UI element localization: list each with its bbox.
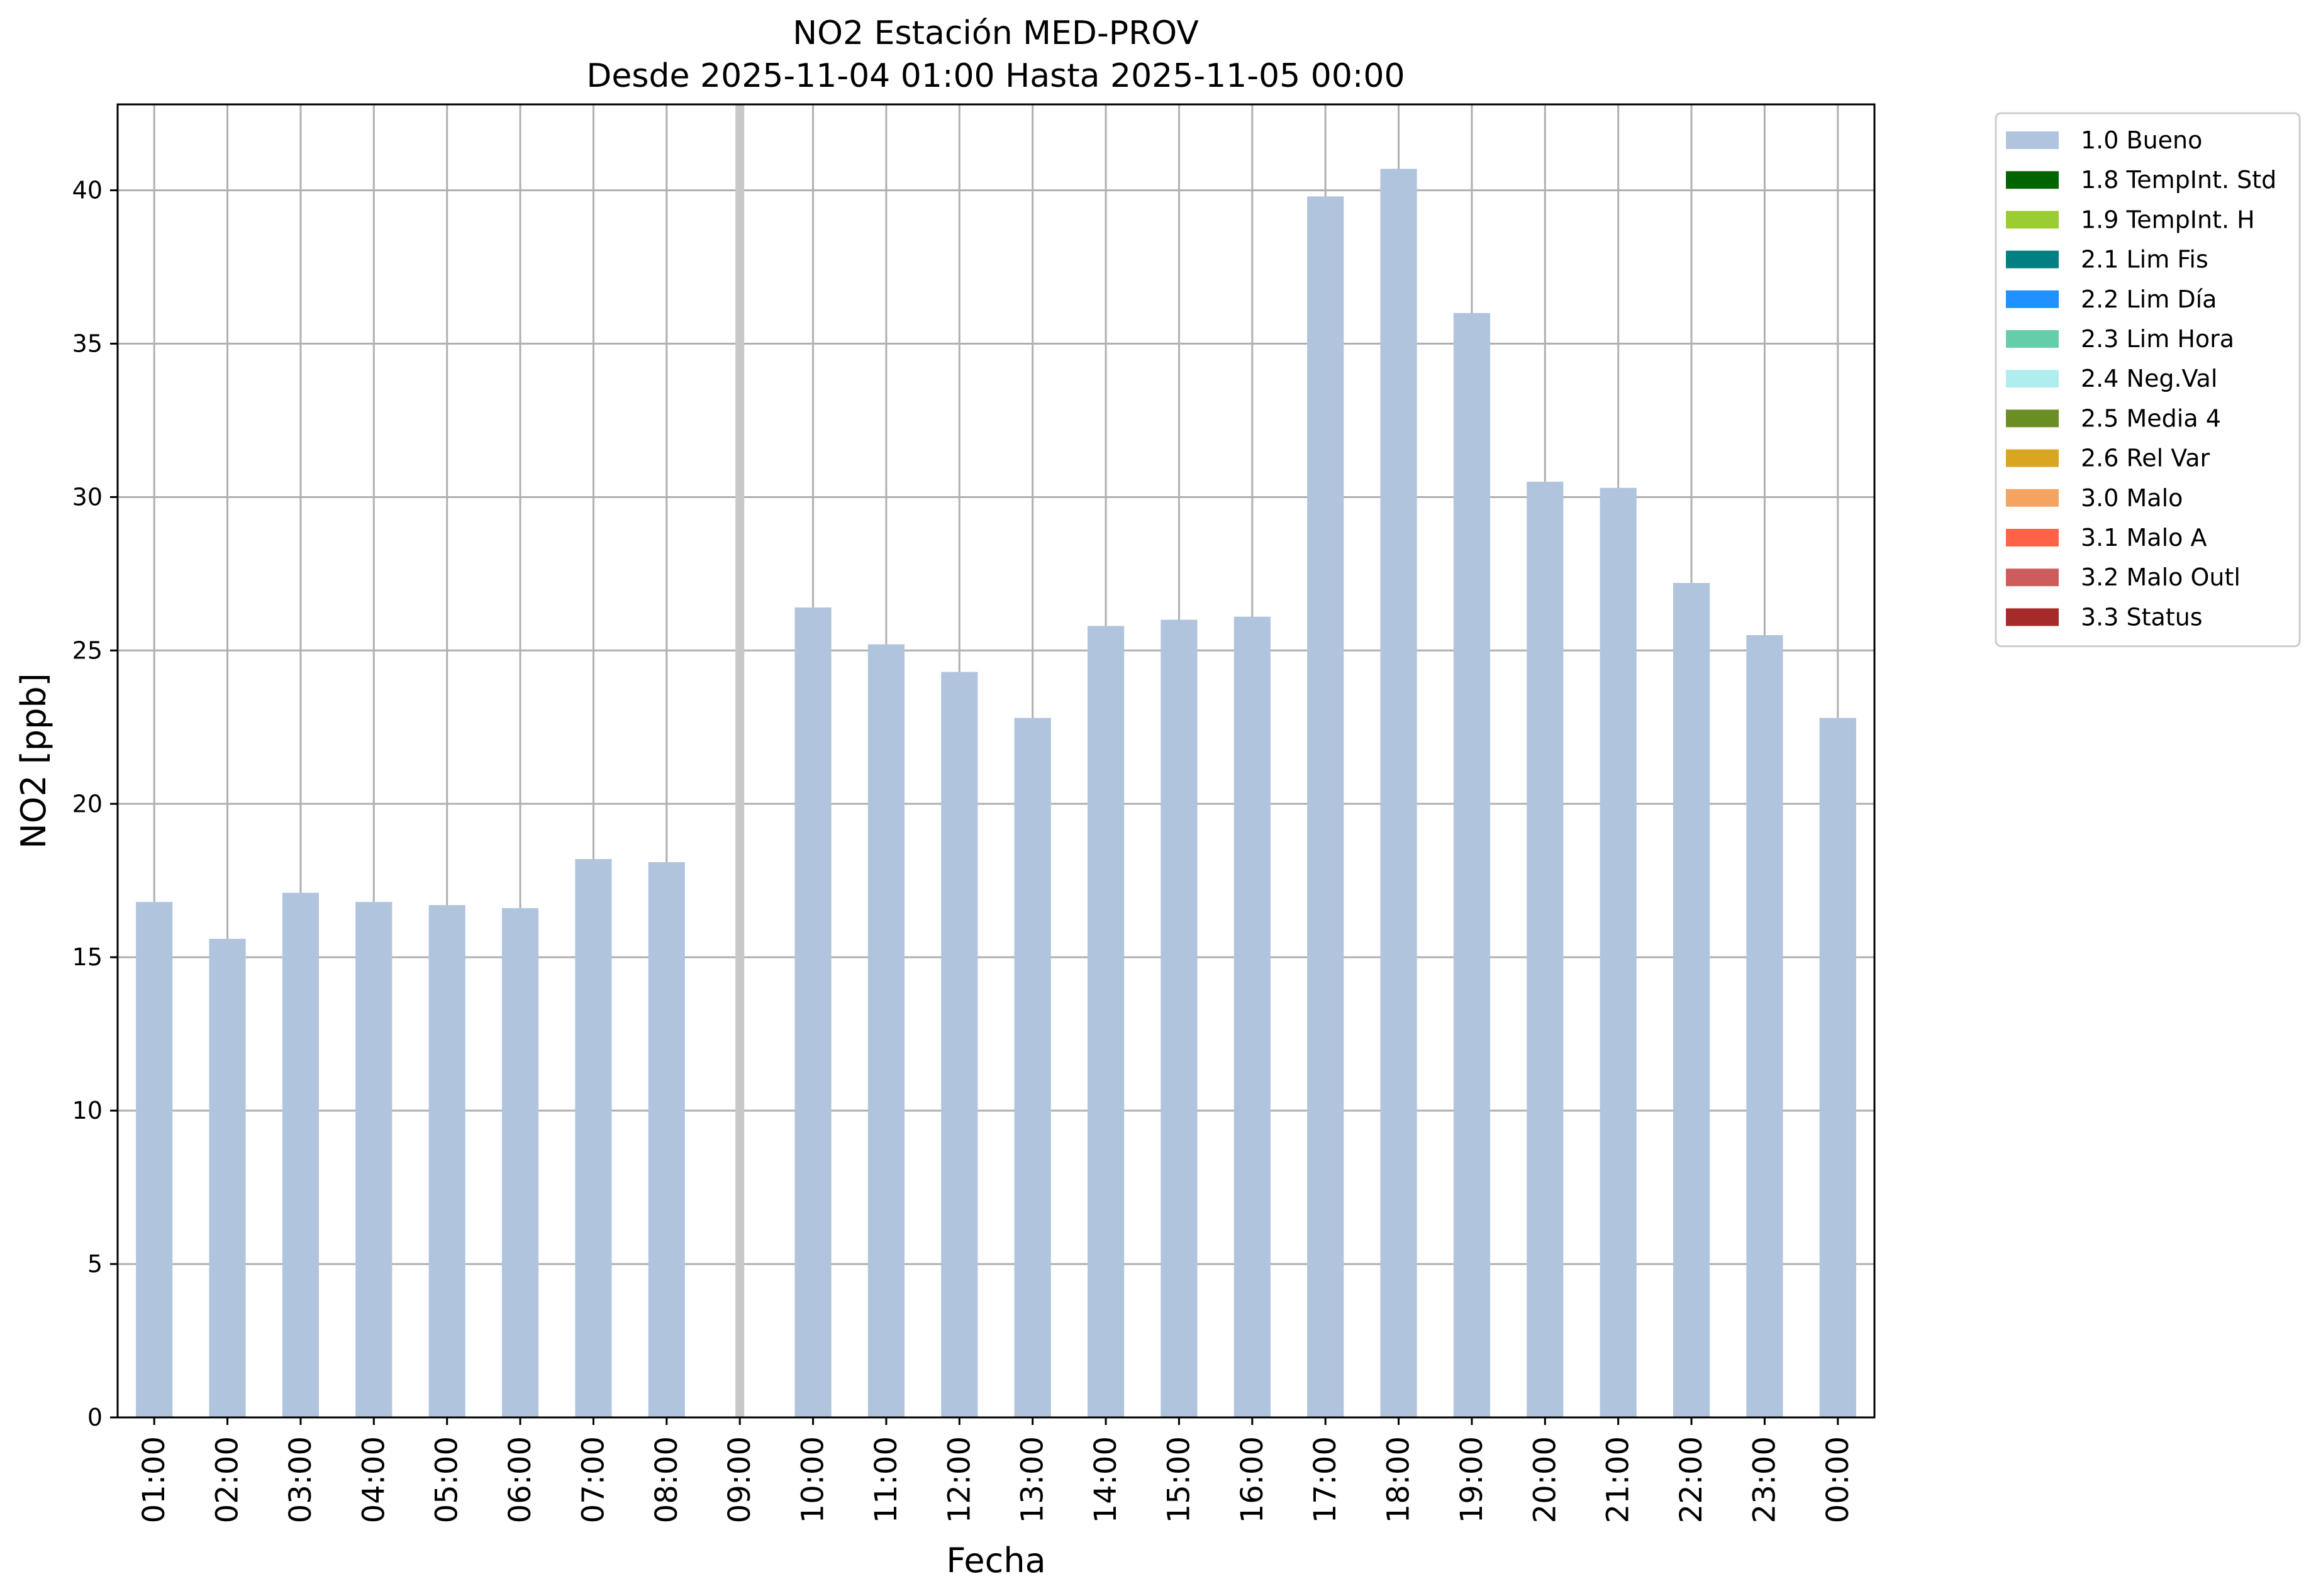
x-axis: 01:00 02:00 03:00 04:00 05:00 06:00 07:00 08:00… xyxy=(136,1417,1856,1523)
x-tick-label: 05:00 xyxy=(430,1436,465,1523)
bar xyxy=(1233,616,1271,1418)
x-tick-label: 06:00 xyxy=(503,1436,538,1523)
legend: 1.0 Bueno 1.8 TempInt. Std 1.9 TempInt. H 2… xyxy=(1995,112,2301,648)
legend-label: 2.4 Neg.Val xyxy=(2081,365,2217,392)
x-tick-label: 20:00 xyxy=(1527,1436,1562,1523)
bar xyxy=(867,644,905,1417)
bar xyxy=(1453,313,1491,1418)
legend-swatch xyxy=(2006,489,2059,507)
legend-swatch xyxy=(2006,250,2059,269)
legend-label: 3.1 Malo A xyxy=(2081,524,2207,551)
y-tick-label: 10 xyxy=(72,1097,103,1124)
legend-swatch xyxy=(2006,131,2059,149)
y-tick-label: 5 xyxy=(87,1250,103,1278)
x-tick-label: 16:00 xyxy=(1235,1436,1270,1523)
legend-swatch xyxy=(2006,370,2059,388)
legend-swatch xyxy=(2006,608,2059,626)
x-tick-label: 19:00 xyxy=(1454,1436,1489,1523)
chart-subtitle: Desde 2025-11-04 01:00 Hasta 2025-11-05 … xyxy=(586,57,1405,95)
chart-title: NO2 Estación MED-PROV xyxy=(793,14,1199,52)
x-tick-label: 08:00 xyxy=(649,1436,684,1523)
x-tick-label: 04:00 xyxy=(356,1436,391,1523)
x-tick-label: 09:00 xyxy=(722,1436,757,1523)
bar xyxy=(282,892,320,1417)
y-tick-label: 30 xyxy=(72,483,103,511)
x-tick-label: 18:00 xyxy=(1381,1436,1417,1523)
bar xyxy=(648,862,685,1417)
plot-frame xyxy=(116,103,1876,1419)
bar xyxy=(136,902,173,1417)
legend-label: 2.5 Media 4 xyxy=(2081,404,2221,432)
legend-swatch xyxy=(2006,568,2059,587)
bar xyxy=(1307,196,1344,1418)
x-tick-label: 01:00 xyxy=(136,1436,172,1523)
legend-swatch xyxy=(2006,290,2059,308)
legend-label: 1.9 TempInt. H xyxy=(2081,206,2255,233)
bar xyxy=(1087,626,1125,1418)
y-tick-label: 20 xyxy=(72,790,103,817)
bar xyxy=(355,902,392,1417)
legend-label: 3.3 Status xyxy=(2081,603,2203,631)
x-tick-label: 02:00 xyxy=(210,1436,245,1523)
x-tick-label: 10:00 xyxy=(796,1436,831,1523)
legend-swatch xyxy=(2006,409,2059,428)
y-tick-label: 35 xyxy=(72,330,103,358)
x-tick-label: 00:00 xyxy=(1820,1436,1856,1523)
bar xyxy=(1600,487,1637,1417)
y-axis-label: NO2 [ppb] xyxy=(14,673,53,848)
legend-swatch xyxy=(2006,171,2059,189)
bar xyxy=(1673,583,1710,1417)
legend-swatch xyxy=(2006,529,2059,546)
x-axis-label: Fecha xyxy=(946,1541,1045,1580)
legend-swatch xyxy=(2006,449,2059,467)
bar xyxy=(1819,718,1856,1417)
x-tick-label: 22:00 xyxy=(1674,1436,1709,1523)
legend-label: 2.3 Lim Hora xyxy=(2081,325,2234,353)
bars xyxy=(136,169,1856,1418)
bar xyxy=(1161,619,1198,1417)
legend-box xyxy=(1995,112,2301,648)
bar xyxy=(1746,635,1783,1417)
legend-swatch xyxy=(2006,211,2059,229)
x-tick-label: 23:00 xyxy=(1747,1436,1782,1523)
x-tick-label: 13:00 xyxy=(1015,1436,1050,1523)
missing-data-marker xyxy=(735,104,745,1417)
bar xyxy=(501,908,539,1417)
legend-label: 3.0 Malo xyxy=(2081,484,2183,512)
bar xyxy=(794,607,832,1418)
x-tick-label: 14:00 xyxy=(1088,1436,1123,1523)
legend-label: 1.0 Bueno xyxy=(2081,126,2202,154)
y-tick-label: 25 xyxy=(72,636,103,664)
y-axis: 0 5 10 15 20 25 30 35 40 xyxy=(72,177,118,1431)
bar xyxy=(209,938,246,1417)
y-tick-label: 40 xyxy=(72,177,103,204)
bar xyxy=(428,905,465,1417)
x-tick-label: 15:00 xyxy=(1161,1436,1196,1523)
legend-label: 1.8 TempInt. Std xyxy=(2081,166,2276,194)
legend-label: 2.6 Rel Var xyxy=(2081,445,2210,472)
bar xyxy=(941,672,978,1417)
x-tick-label: 12:00 xyxy=(942,1436,977,1523)
y-tick-label: 0 xyxy=(87,1404,103,1431)
y-tick-label: 15 xyxy=(72,943,103,971)
x-tick-label: 11:00 xyxy=(869,1436,904,1523)
x-tick-label: 07:00 xyxy=(576,1436,611,1523)
bar xyxy=(575,859,612,1417)
bar xyxy=(1014,718,1051,1417)
legend-label: 3.2 Malo Outl xyxy=(2081,563,2241,591)
x-tick-label: 17:00 xyxy=(1308,1436,1343,1523)
legend-label: 2.1 Lim Fis xyxy=(2081,246,2208,274)
legend-label: 2.2 Lim Día xyxy=(2081,285,2217,313)
legend-swatch xyxy=(2006,330,2059,348)
missing-data-band xyxy=(735,104,745,1417)
bar xyxy=(1380,169,1417,1417)
bar xyxy=(1527,482,1564,1417)
x-tick-label: 03:00 xyxy=(283,1436,318,1523)
x-tick-label: 21:00 xyxy=(1601,1436,1636,1523)
